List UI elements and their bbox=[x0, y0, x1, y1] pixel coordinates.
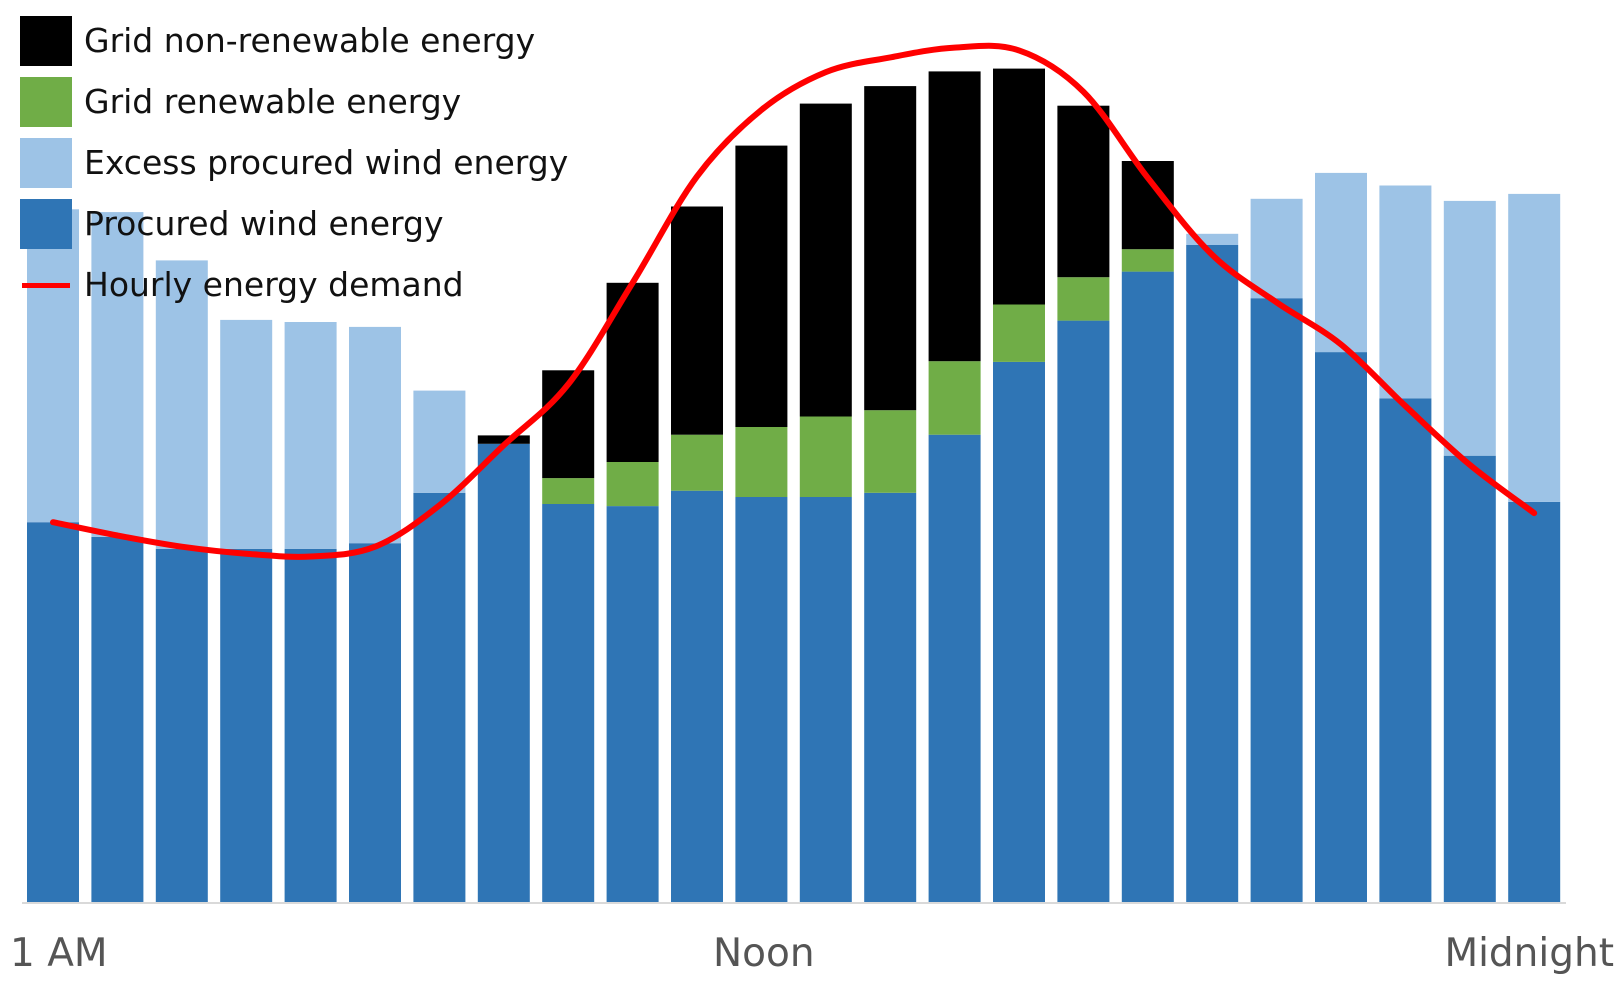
bar-segment-excess-wind-21 bbox=[1379, 185, 1432, 399]
bar-segment-procured-wind-16 bbox=[1057, 320, 1110, 904]
bar-segment-procured-wind-19 bbox=[1250, 298, 1303, 903]
bar-segment-procured-wind-2 bbox=[155, 548, 208, 903]
legend-swatch-demand-line bbox=[20, 260, 72, 310]
bar-segment-grid-non-renewable-7 bbox=[477, 435, 530, 444]
legend-swatch-excess-wind bbox=[20, 137, 72, 188]
demand-line-layer bbox=[50, 42, 1538, 560]
bar-segment-excess-wind-6 bbox=[413, 390, 466, 493]
bar-segment-excess-wind-2 bbox=[155, 260, 208, 549]
bar-segment-procured-wind-7 bbox=[477, 443, 530, 903]
x-tick-label-first: 1 AM bbox=[10, 931, 108, 976]
bar-segment-procured-wind-10 bbox=[671, 490, 723, 903]
bar-segment-grid-renewable-8 bbox=[542, 478, 595, 504]
legend-label: Grid non-renewable energy bbox=[84, 21, 536, 60]
bar-segment-procured-wind-9 bbox=[606, 506, 659, 903]
bar-segment-procured-wind-21 bbox=[1379, 398, 1432, 903]
bar-segment-excess-wind-22 bbox=[1443, 200, 1496, 456]
bar-segment-procured-wind-17 bbox=[1121, 271, 1174, 904]
legend-item-grid-non-renewable: Grid non-renewable energy bbox=[20, 10, 568, 71]
bar-segment-grid-non-renewable-10 bbox=[671, 206, 723, 435]
bar-segment-grid-non-renewable-13 bbox=[864, 86, 917, 411]
bar-segment-procured-wind-14 bbox=[928, 434, 981, 903]
bar-segment-grid-non-renewable-14 bbox=[928, 71, 981, 362]
bar-segment-procured-wind-5 bbox=[349, 543, 401, 903]
bar-segment-procured-wind-8 bbox=[542, 504, 595, 903]
bar-segment-grid-renewable-9 bbox=[606, 462, 659, 507]
bar-segment-grid-renewable-15 bbox=[993, 304, 1045, 362]
legend-item-demand-line: Hourly energy demand bbox=[20, 254, 568, 315]
bar-segment-procured-wind-18 bbox=[1186, 245, 1239, 903]
bar-segment-procured-wind-11 bbox=[735, 497, 788, 903]
bar-segment-grid-renewable-14 bbox=[928, 361, 981, 435]
bar-segment-excess-wind-19 bbox=[1250, 198, 1303, 299]
legend-swatch-grid-non-renewable bbox=[20, 15, 72, 66]
legend-label: Grid renewable energy bbox=[84, 82, 462, 121]
legend-item-procured-wind: Procured wind energy bbox=[20, 193, 568, 254]
legend-item-excess-wind: Excess procured wind energy bbox=[20, 132, 568, 193]
bar-segment-procured-wind-13 bbox=[864, 492, 917, 903]
bar-segment-excess-wind-5 bbox=[349, 326, 401, 544]
bar-segment-procured-wind-15 bbox=[993, 361, 1045, 903]
bar-segment-procured-wind-1 bbox=[91, 536, 144, 903]
legend-label: Procured wind energy bbox=[84, 204, 444, 243]
bar-segment-grid-non-renewable-12 bbox=[799, 103, 852, 417]
bar-segment-procured-wind-22 bbox=[1443, 455, 1496, 903]
bar-segment-grid-renewable-16 bbox=[1057, 277, 1110, 321]
bar-segment-procured-wind-3 bbox=[220, 548, 273, 903]
bar-segment-procured-wind-4 bbox=[284, 548, 337, 903]
bar-segment-procured-wind-23 bbox=[1508, 501, 1561, 903]
bar-segment-excess-wind-23 bbox=[1508, 193, 1561, 502]
bar-segment-grid-renewable-13 bbox=[864, 410, 917, 493]
x-tick-label-middle: Noon bbox=[713, 931, 815, 976]
legend-swatch-procured-wind bbox=[20, 198, 72, 249]
bar-segment-excess-wind-18 bbox=[1186, 233, 1239, 245]
bar-segment-procured-wind-6 bbox=[413, 492, 466, 903]
bar-segment-procured-wind-12 bbox=[799, 497, 852, 903]
bar-segment-procured-wind-20 bbox=[1315, 352, 1367, 904]
chart-legend: Grid non-renewable energy Grid renewable… bbox=[20, 10, 568, 315]
bar-segment-grid-renewable-12 bbox=[799, 416, 852, 497]
hourly-demand-line bbox=[50, 42, 1538, 560]
bar-segment-grid-renewable-11 bbox=[735, 427, 788, 497]
bar-segment-excess-wind-20 bbox=[1315, 172, 1367, 353]
x-tick-label-last: Midnight bbox=[1444, 931, 1614, 976]
bars-layer bbox=[27, 68, 1561, 904]
bar-segment-excess-wind-3 bbox=[220, 319, 273, 549]
bar-segment-excess-wind-4 bbox=[284, 322, 337, 549]
bar-segment-excess-wind-0 bbox=[27, 209, 79, 523]
bar-segment-grid-non-renewable-15 bbox=[993, 68, 1045, 305]
legend-label: Excess procured wind energy bbox=[84, 143, 569, 182]
bar-segment-grid-renewable-10 bbox=[671, 434, 723, 491]
legend-label: Hourly energy demand bbox=[84, 265, 464, 304]
bar-segment-grid-renewable-17 bbox=[1121, 249, 1174, 272]
bar-segment-grid-non-renewable-16 bbox=[1057, 105, 1110, 278]
bar-segment-grid-non-renewable-11 bbox=[735, 145, 788, 427]
legend-swatch-grid-renewable bbox=[20, 76, 72, 127]
bar-segment-procured-wind-0 bbox=[27, 522, 79, 903]
bar-segment-excess-wind-1 bbox=[91, 212, 144, 537]
legend-item-grid-renewable: Grid renewable energy bbox=[20, 71, 568, 132]
